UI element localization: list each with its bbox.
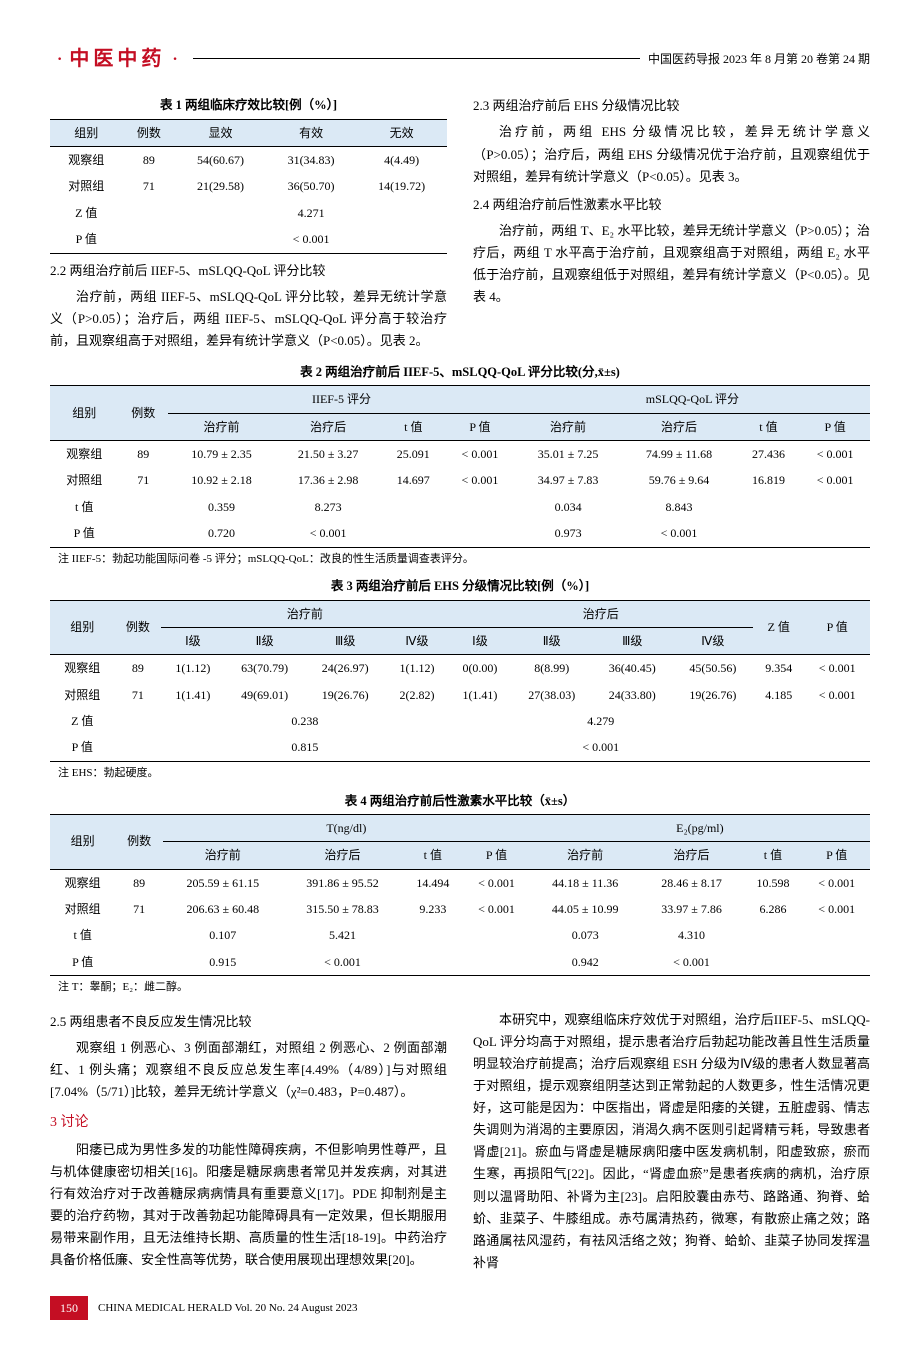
table3: 组别例数 治疗前 治疗后 Z 值P 值 Ⅰ级Ⅱ级Ⅲ级Ⅳ级 Ⅰ级Ⅱ级Ⅲ级Ⅳ级 观察… <box>50 600 870 762</box>
s25-para: 观察组 1 例恶心、3 例面部潮红，对照组 2 例恶心、2 例面部潮红、1 例头… <box>50 1037 447 1103</box>
s23-para: 治疗前，两组 EHS 分级情况比较，差异无统计学意义（P>0.05）；治疗后，两… <box>473 121 870 187</box>
discussion-para2: 本研究中，观察组临床疗效优于对照组，治疗后IIEF-5、mSLQQ-QoL 评分… <box>473 1009 870 1274</box>
dot-icon: · <box>56 40 63 77</box>
s24-heading: 2.4 两组治疗前后性激素水平比较 <box>473 194 870 216</box>
page-footer: 150 CHINA MEDICAL HERALD Vol. 20 No. 24 … <box>50 1296 870 1320</box>
s22-heading: 2.2 两组治疗前后 IIEF-5、mSLQQ-QoL 评分比较 <box>50 260 447 282</box>
s22-para: 治疗前，两组 IIEF-5、mSLQQ-QoL 评分比较，差异无统计学意义（P>… <box>50 286 447 352</box>
table3-title: 表 3 两组治疗前后 EHS 分级情况比较[例（%）] <box>50 576 870 597</box>
s23-heading: 2.3 两组治疗前后 EHS 分级情况比较 <box>473 95 870 117</box>
s25-heading: 2.5 两组患者不良反应发生情况比较 <box>50 1011 447 1033</box>
table4-title: 表 4 两组治疗前后性激素水平比较（x̄±s） <box>50 791 870 812</box>
table3-note: 注 EHS：勃起硬度。 <box>58 764 870 783</box>
page-number: 150 <box>50 1296 88 1320</box>
table2-note: 注 IIEF-5：勃起功能国际问卷 -5 评分；mSLQQ-QoL：改良的性生活… <box>58 550 870 569</box>
table1-title: 表 1 两组临床疗效比较[例（%）] <box>50 95 447 116</box>
table2: 组别例数 IIEF-5 评分 mSLQQ-QoL 评分 治疗前治疗后t 值P 值… <box>50 385 870 547</box>
journal-info: 中国医药导报 2023 年 8 月第 20 卷第 24 期 <box>648 49 870 69</box>
discussion-heading: 3 讨论 <box>50 1111 447 1135</box>
table4-note: 注 T：睾酮；E₂：雌二醇。 <box>58 978 870 997</box>
table1: 组别例数 显效有效 无效 观察组8954(60.67)31(34.83)4(4.… <box>50 119 447 254</box>
dot-icon: · <box>171 40 178 77</box>
discussion-para1: 阳痿已成为男性多发的功能性障碍疾病，不但影响男性尊严，且与机体健康密切相关[16… <box>50 1139 447 1272</box>
section-title: 中医中药 <box>69 42 165 76</box>
table4: 组别例数 T(ng/dl) E₂(pg/ml) 治疗前治疗后t 值P 值 治疗前… <box>50 814 870 976</box>
page-header: · 中医中药 · 中国医药导报 2023 年 8 月第 20 卷第 24 期 <box>50 40 870 77</box>
s24-para: 治疗前，两组 T、E₂ 水平比较，差异无统计学意义（P>0.05）；治疗后，两组… <box>473 220 870 308</box>
table2-title: 表 2 两组治疗前后 IIEF-5、mSLQQ-QoL 评分比较(分,x̄±s) <box>50 362 870 383</box>
header-rule <box>193 58 640 59</box>
